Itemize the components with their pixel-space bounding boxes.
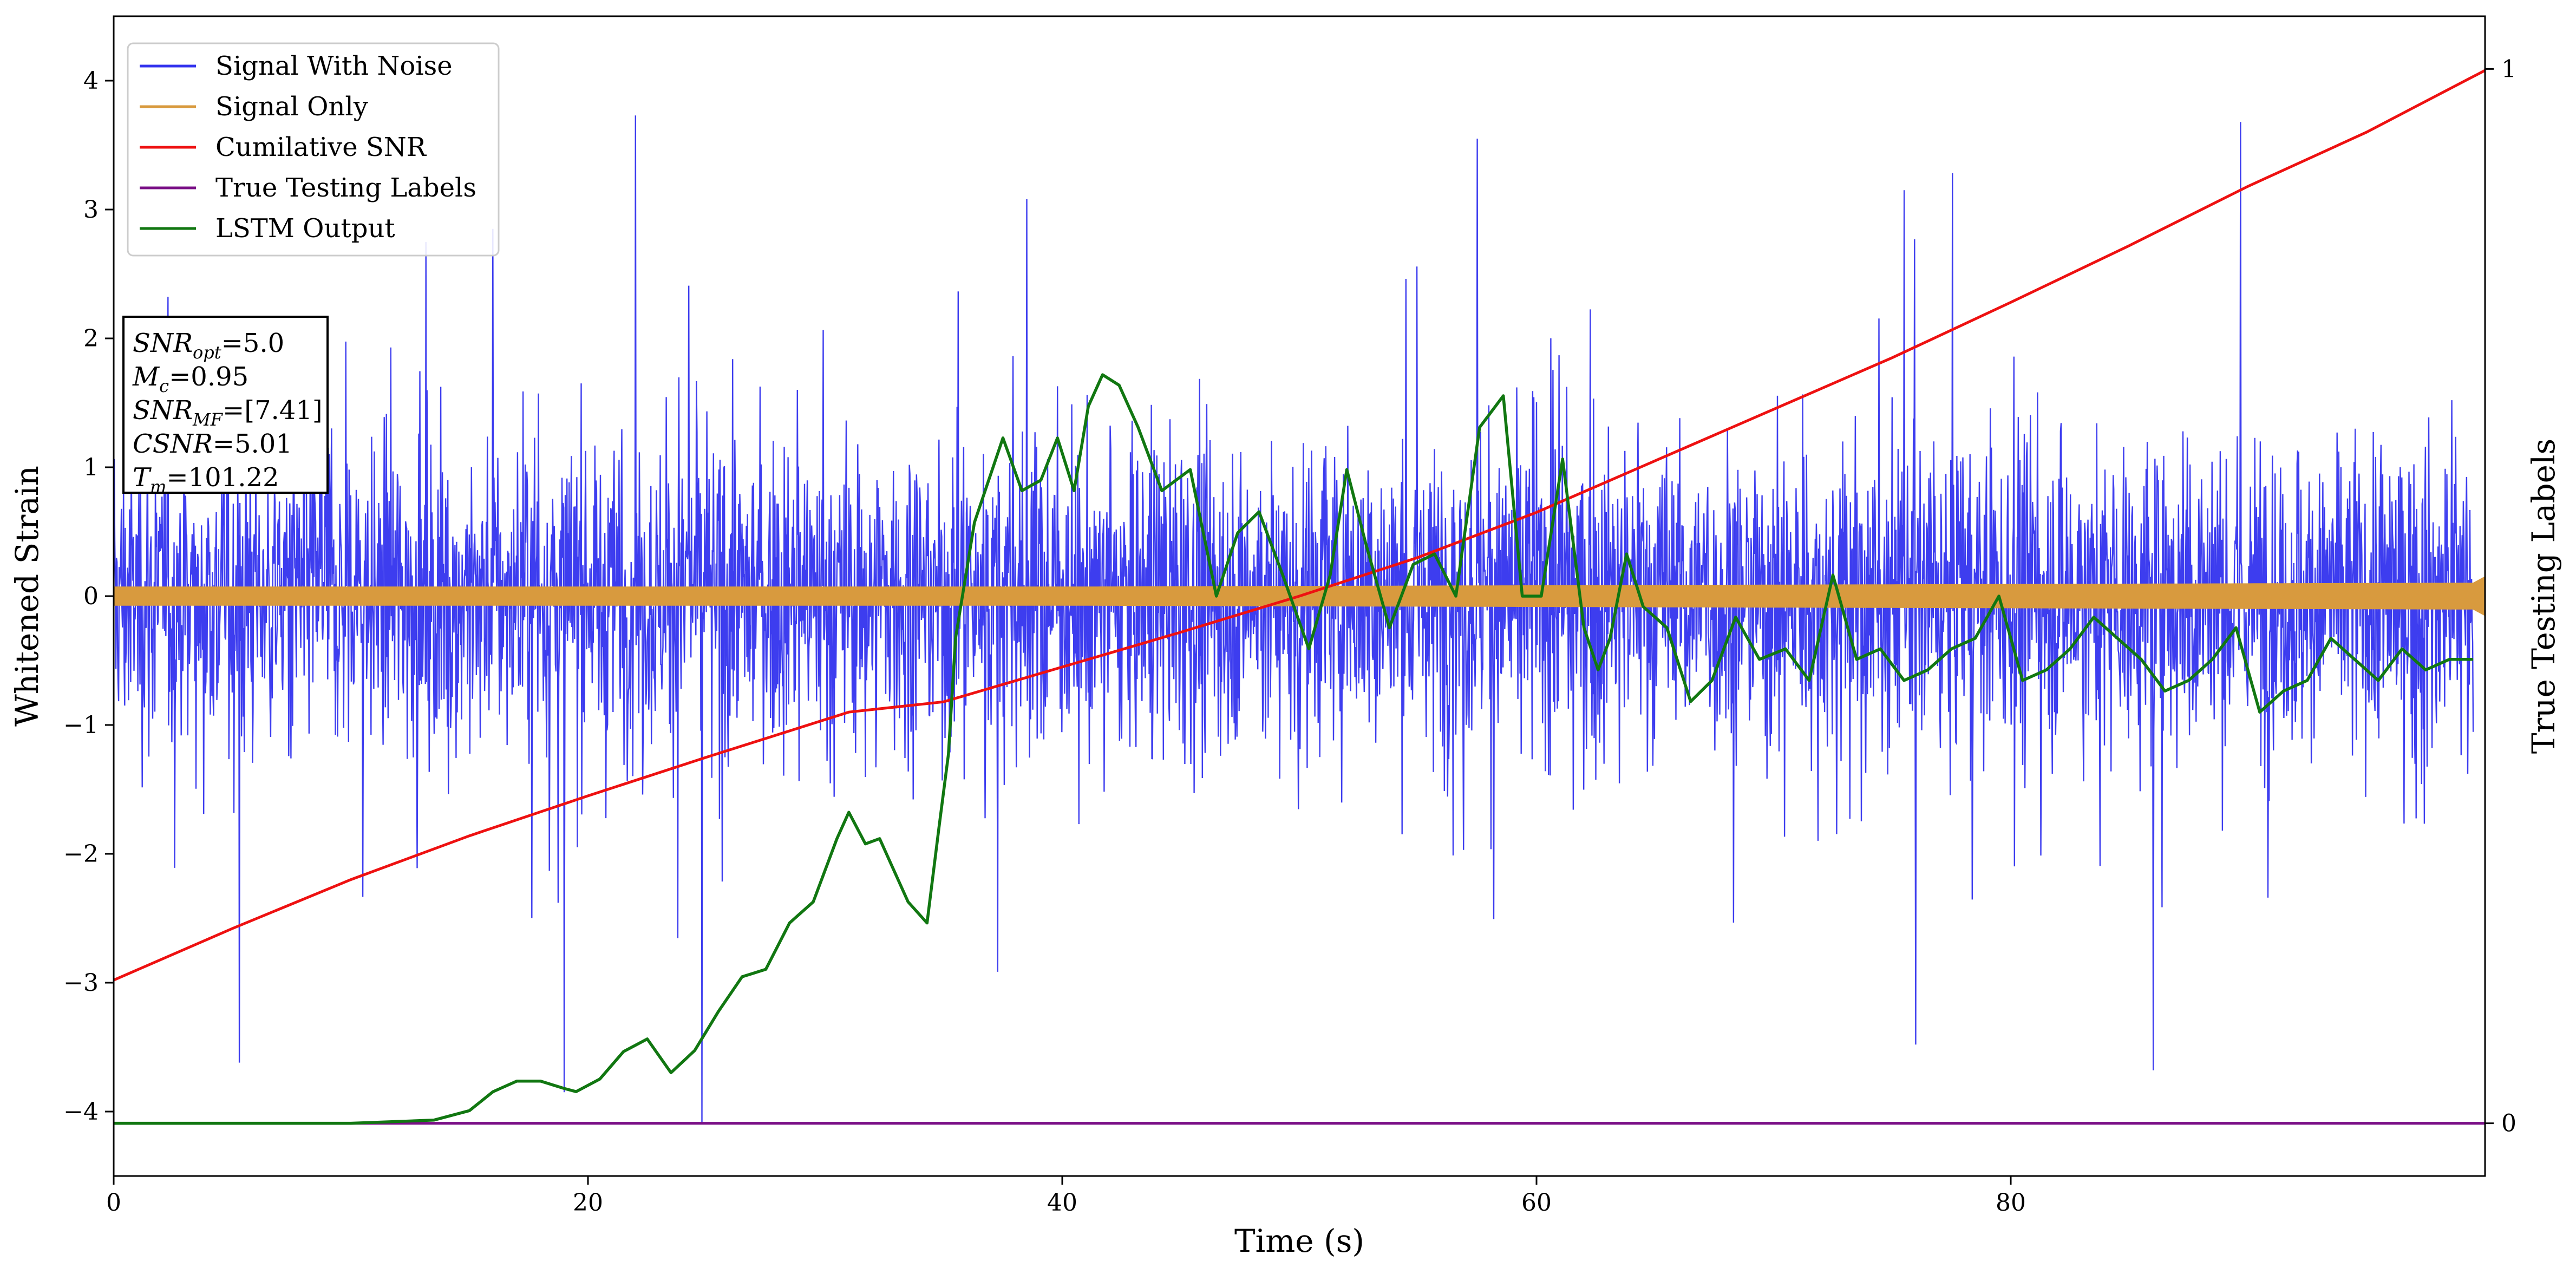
y-tick-label: 3 — [83, 196, 99, 224]
y-tick-label: −1 — [63, 711, 99, 739]
annotation-frame — [122, 316, 329, 494]
right-y-axis: 01 — [2485, 55, 2516, 1138]
stats-annotation-box: SNRopt=5.0Mc=0.95SNRMF=[7.41]CSNR=5.01Tm… — [122, 316, 329, 497]
y2-axis-title: True Testing Labels — [2525, 439, 2562, 754]
y-tick-label: 2 — [83, 325, 99, 352]
x-tick-label: 40 — [1047, 1189, 1077, 1217]
y-tick-label: 0 — [83, 583, 99, 610]
left-y-axis: −4 −3 −2 −1 0 1 2 3 4 — [63, 67, 114, 1126]
legend-label: Signal Only — [215, 92, 368, 122]
annotation-line: SNRopt=5.0 — [133, 328, 284, 363]
y-tick-label: −4 — [63, 1098, 99, 1126]
y-axis-title: Whitened Strain — [9, 466, 45, 727]
x-axis-title: Time (s) — [1234, 1223, 1364, 1259]
y-tick-label: −3 — [63, 969, 99, 997]
legend-label: LSTM Output — [215, 213, 395, 244]
legend: Signal With Noise Signal Only Cumilative S… — [127, 42, 500, 257]
legend-label: Signal With Noise — [215, 51, 453, 81]
annotation-line: Tm=101.22 — [133, 462, 279, 497]
series-cumulative-snr — [113, 69, 2486, 982]
y2-tick-label: 1 — [2501, 55, 2516, 83]
annotation-line: SNRMF=[7.41] — [133, 395, 323, 430]
legend-label: True Testing Labels — [215, 173, 476, 203]
y-tick-label: 1 — [83, 454, 99, 481]
series-lstm-output — [114, 373, 2474, 1125]
legend-frame — [127, 42, 500, 257]
y-tick-label: −2 — [63, 840, 99, 868]
x-axis: 0 20 40 60 80 — [106, 1176, 2026, 1217]
x-tick-label: 60 — [1521, 1189, 1552, 1217]
y2-tick-label: 0 — [2501, 1110, 2516, 1138]
x-tick-label: 20 — [573, 1189, 603, 1217]
x-tick-label: 80 — [1996, 1189, 2026, 1217]
annotation-line: Mc=0.95 — [132, 362, 249, 396]
y-tick-label: 4 — [83, 67, 99, 95]
legend-label: Cumilative SNR — [215, 132, 427, 162]
annotation-line: CSNR=5.01 — [133, 429, 292, 459]
x-tick-label: 0 — [106, 1189, 121, 1217]
